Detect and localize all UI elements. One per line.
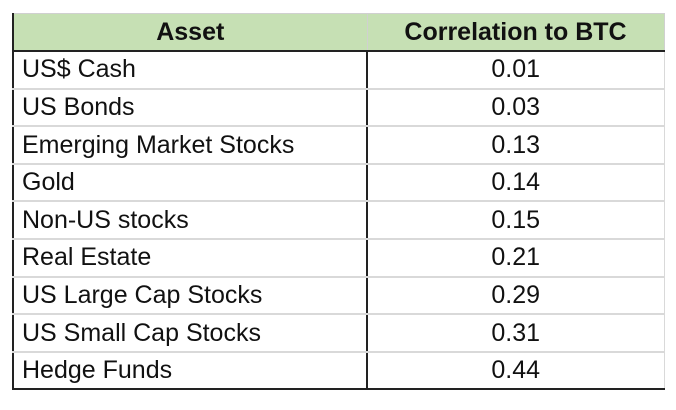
table-row: Hedge Funds 0.44 [12,351,665,391]
table-header: Asset Correlation to BTC [12,13,665,53]
correlation-cell: 0.15 [367,201,665,241]
correlation-cell: 0.14 [367,163,665,203]
table-row: Emerging Market Stocks 0.13 [12,126,665,165]
asset-cell: US Small Cap Stocks [12,314,368,353]
table-body: US$ Cash 0.01 US Bonds 0.03 Emerging Mar… [12,51,665,391]
correlation-cell: 0.13 [367,126,665,165]
asset-cell: US Bonds [12,88,368,128]
asset-cell: Emerging Market Stocks [12,126,368,165]
table-row: Non-US stocks 0.15 [12,201,665,241]
table-row: US Bonds 0.03 [12,88,665,128]
asset-cell: Non-US stocks [12,201,368,241]
correlation-cell: 0.21 [367,239,665,278]
header-correlation: Correlation to BTC [367,13,665,53]
asset-cell: Gold [12,163,368,203]
asset-cell: US$ Cash [12,51,368,90]
table-row: US Large Cap Stocks 0.29 [12,276,665,316]
table-row: US Small Cap Stocks 0.31 [12,314,665,353]
header-row: Asset Correlation to BTC [12,13,665,53]
asset-cell: Real Estate [12,239,368,278]
asset-cell: US Large Cap Stocks [12,276,368,316]
correlation-cell: 0.31 [367,314,665,353]
correlation-cell: 0.01 [367,51,665,90]
header-asset: Asset [12,13,368,53]
correlation-cell: 0.29 [367,276,665,316]
correlation-cell: 0.03 [367,88,665,128]
correlation-cell: 0.44 [367,351,665,391]
table-row: Real Estate 0.21 [12,239,665,278]
table-row: Gold 0.14 [12,163,665,203]
correlation-table: Asset Correlation to BTC US$ Cash 0.01 U… [12,13,665,391]
table-row: US$ Cash 0.01 [12,51,665,90]
asset-cell: Hedge Funds [12,351,368,391]
